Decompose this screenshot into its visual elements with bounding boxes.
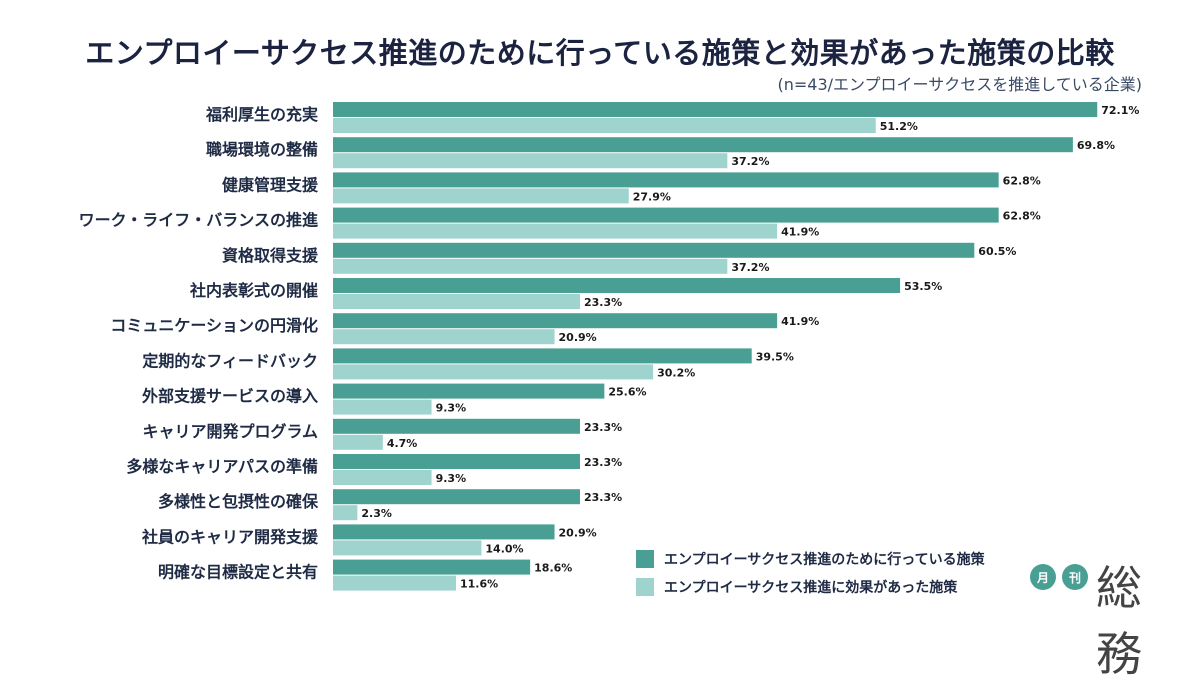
- data-label: 23.3%: [584, 491, 622, 504]
- bar-series2: [333, 540, 482, 556]
- bar-series1: [333, 172, 999, 188]
- legend: エンプロイーサクセス推進のために行っている施策 エンプロイーサクセス推進に効果が…: [636, 545, 985, 601]
- bar-series1: [333, 137, 1073, 153]
- category-label: 定期的なフィードバック: [141, 351, 318, 370]
- data-label: 20.9%: [559, 331, 597, 344]
- category-label: 職場環境の整備: [206, 140, 318, 159]
- bar-series2: [333, 575, 456, 591]
- category-label: 明確な目標設定と共有: [158, 563, 318, 582]
- data-label: 23.3%: [584, 456, 622, 469]
- logo-badge-2: 刊: [1062, 564, 1088, 590]
- data-label: 51.2%: [880, 120, 918, 133]
- bar-series2: [333, 294, 580, 309]
- bar-series2: [333, 364, 654, 380]
- legend-label-series1: エンプロイーサクセス推進のために行っている施策: [664, 552, 985, 568]
- data-label: 60.5%: [978, 245, 1016, 258]
- legend-swatch-series1: [636, 550, 654, 568]
- legend-label-series2: エンプロイーサクセス推進に効果があった施策: [664, 580, 958, 596]
- category-label: 福利厚生の充実: [205, 105, 318, 124]
- data-label: 72.1%: [1101, 104, 1139, 117]
- bar-series2: [333, 223, 778, 239]
- category-label: 多様なキャリアパスの準備: [126, 457, 318, 476]
- data-label: 18.6%: [534, 562, 572, 575]
- category-label: キャリア開発プログラム: [142, 422, 318, 441]
- bar-series1: [333, 207, 999, 223]
- data-label: 37.2%: [731, 155, 769, 168]
- bar-series1: [333, 418, 580, 434]
- data-label: 39.5%: [756, 350, 794, 363]
- data-label: 23.3%: [584, 296, 622, 309]
- category-label: 多様性と包摂性の確保: [158, 492, 319, 511]
- category-label: ワーク・ライフ・バランスの推進: [79, 211, 318, 230]
- bar-series1: [333, 454, 580, 469]
- bar-series2: [333, 399, 432, 415]
- logo-wordmark: 総務: [1096, 561, 1144, 681]
- legend-item-series1: エンプロイーサクセス推進のために行っている施策: [636, 545, 985, 573]
- bar-series1: [333, 524, 555, 540]
- bar-series1: [333, 559, 531, 575]
- data-label: 9.3%: [436, 402, 467, 415]
- bar-series2: [333, 118, 876, 133]
- data-label: 37.2%: [731, 261, 769, 274]
- bar-series2: [333, 258, 728, 274]
- data-label: 30.2%: [657, 366, 695, 379]
- data-label: 4.7%: [387, 437, 418, 450]
- data-label: 27.9%: [633, 190, 671, 203]
- category-label: コミュニケーションの円滑化: [110, 316, 318, 335]
- publisher-logo: 月 刊 総務: [1030, 558, 1190, 681]
- bar-series1: [333, 278, 901, 293]
- bar-series1: [333, 313, 778, 329]
- bar-series2: [333, 329, 555, 345]
- data-label: 53.5%: [904, 280, 942, 293]
- data-label: 2.3%: [361, 507, 392, 520]
- legend-item-series2: エンプロイーサクセス推進に効果があった施策: [636, 573, 985, 601]
- bar-series1: [333, 242, 975, 258]
- bar-chart: 福利厚生の充実 72.1% 51.2% 職場環境の整備 69.8% 37.2% 健康管理支援…: [79, 102, 1139, 591]
- bar-series1: [333, 348, 752, 364]
- data-label: 11.6%: [460, 578, 498, 591]
- data-label: 20.9%: [559, 526, 597, 539]
- bar-series2: [333, 505, 358, 521]
- data-label: 14.0%: [485, 542, 523, 555]
- category-label: 外部支援サービスの導入: [141, 387, 318, 406]
- data-label: 62.8%: [1003, 174, 1041, 187]
- data-label: 23.3%: [584, 421, 622, 434]
- data-label: 25.6%: [608, 386, 646, 399]
- bar-series2: [333, 470, 432, 485]
- bar-series1: [333, 489, 580, 505]
- bar-series2: [333, 188, 629, 204]
- bar-series1: [333, 102, 1098, 117]
- data-label: 41.9%: [781, 315, 819, 328]
- category-label: 社員のキャリア開発支援: [141, 527, 319, 546]
- bar-series1: [333, 383, 605, 399]
- data-label: 9.3%: [436, 472, 467, 485]
- chart-title: エンプロイーサクセス推進のために行っている施策と効果があった施策の比較: [85, 36, 1115, 70]
- category-label: 資格取得支援: [222, 246, 319, 265]
- legend-swatch-series2: [636, 578, 654, 596]
- bar-series2: [333, 434, 383, 450]
- data-label: 41.9%: [781, 226, 819, 239]
- logo-badge-1: 月: [1030, 564, 1056, 590]
- category-label: 健康管理支援: [222, 175, 319, 194]
- category-label: 社内表彰式の開催: [189, 281, 318, 300]
- data-label: 62.8%: [1003, 210, 1041, 223]
- chart-subtitle: (n=43/エンプロイーサクセスを推進している企業): [777, 75, 1142, 94]
- bar-series2: [333, 153, 728, 169]
- data-label: 69.8%: [1077, 139, 1115, 152]
